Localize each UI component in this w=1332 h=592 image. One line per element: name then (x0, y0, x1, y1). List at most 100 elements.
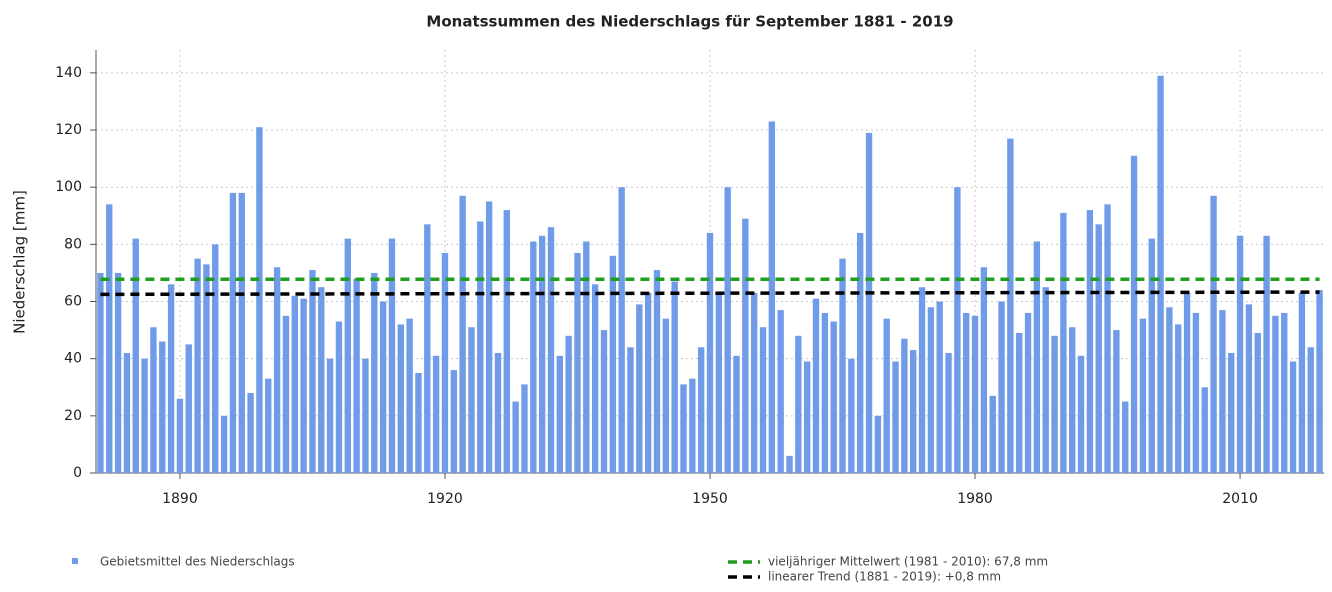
reference-line (100, 290, 1320, 297)
bar (874, 415, 882, 473)
bar (485, 201, 493, 473)
bar (335, 321, 343, 473)
bar (1307, 347, 1314, 473)
bar (1007, 138, 1014, 473)
bar (1148, 238, 1155, 473)
bar (1104, 204, 1111, 474)
x-tick-label: 1920 (427, 491, 463, 507)
bar (1272, 315, 1279, 473)
bar (1245, 304, 1253, 473)
bar (556, 355, 563, 473)
bar (212, 244, 219, 473)
bar (830, 321, 837, 473)
y-tick-label: 120 (55, 122, 82, 138)
bar (936, 301, 943, 473)
bar (114, 272, 122, 473)
x-tick-label: 1980 (957, 491, 993, 507)
x-tick-label: 1890 (162, 491, 198, 507)
bar (1175, 324, 1182, 473)
bar (927, 307, 935, 473)
bar (918, 287, 926, 473)
bar (768, 121, 776, 474)
bar (547, 227, 555, 473)
bar (291, 295, 298, 473)
bar (300, 298, 307, 473)
bar (530, 241, 537, 473)
bar (1201, 387, 1208, 473)
bar (1166, 307, 1173, 473)
y-tick-label: 100 (55, 179, 82, 195)
bar (998, 301, 1005, 473)
legend-label: vieljähriger Mittelwert (1981 - 2010): 6… (768, 555, 1048, 569)
bar (176, 398, 184, 473)
bar (106, 204, 113, 474)
bar (1228, 352, 1235, 473)
bar (795, 335, 802, 473)
legend-label: linearer Trend (1881 - 2019): +0,8 mm (768, 570, 1001, 584)
y-tick-label: 60 (64, 294, 82, 310)
bar (1077, 355, 1085, 473)
bar (618, 187, 625, 473)
y-tick-label: 20 (64, 408, 82, 424)
bar (680, 384, 687, 473)
bar (583, 241, 590, 473)
bar (1122, 401, 1129, 473)
bar (362, 358, 369, 473)
bar (1016, 332, 1023, 473)
bar (644, 292, 652, 473)
bar (591, 284, 599, 473)
bar (159, 341, 166, 473)
bar (459, 195, 466, 473)
bar (1236, 235, 1244, 473)
bar (1316, 290, 1323, 473)
bar (750, 292, 758, 473)
bar (150, 327, 157, 473)
bar (326, 358, 334, 473)
y-tick-label: 40 (64, 351, 82, 367)
bar (821, 312, 829, 473)
bar (963, 312, 970, 473)
legend-swatch (72, 558, 78, 564)
bar (141, 358, 148, 473)
x-tick-label: 2010 (1222, 491, 1258, 507)
bar (609, 255, 617, 473)
bar (803, 361, 811, 473)
bar (574, 252, 581, 473)
bar (901, 338, 908, 473)
bar (1298, 292, 1306, 473)
bar (627, 347, 634, 473)
bar (1042, 287, 1049, 473)
bar (1157, 75, 1164, 474)
bar (777, 310, 784, 473)
bar (512, 401, 519, 473)
bar (247, 392, 254, 473)
bar (910, 350, 917, 473)
bar (945, 352, 952, 473)
bar (1254, 332, 1261, 473)
bar (839, 258, 846, 473)
bar (1024, 312, 1032, 473)
bar (1210, 195, 1217, 473)
bar (371, 272, 378, 473)
bar (865, 132, 873, 473)
bar (538, 235, 546, 473)
bar (600, 330, 608, 473)
bar (1219, 310, 1226, 473)
chart-title: Monatssummen des Niederschlags für Septe… (426, 13, 953, 31)
bar (185, 344, 192, 473)
bar (759, 327, 767, 473)
bar (318, 287, 325, 473)
bar (971, 315, 979, 473)
bar (273, 267, 281, 473)
y-axis-label: Niederschlag [mm] (11, 190, 29, 334)
bar (1139, 318, 1147, 473)
bar (1086, 210, 1094, 473)
bar (1183, 292, 1191, 473)
bar (857, 232, 864, 473)
bar (1281, 312, 1288, 473)
bar (441, 252, 449, 473)
bar (477, 221, 484, 473)
bar (697, 347, 705, 473)
bar (883, 318, 890, 473)
